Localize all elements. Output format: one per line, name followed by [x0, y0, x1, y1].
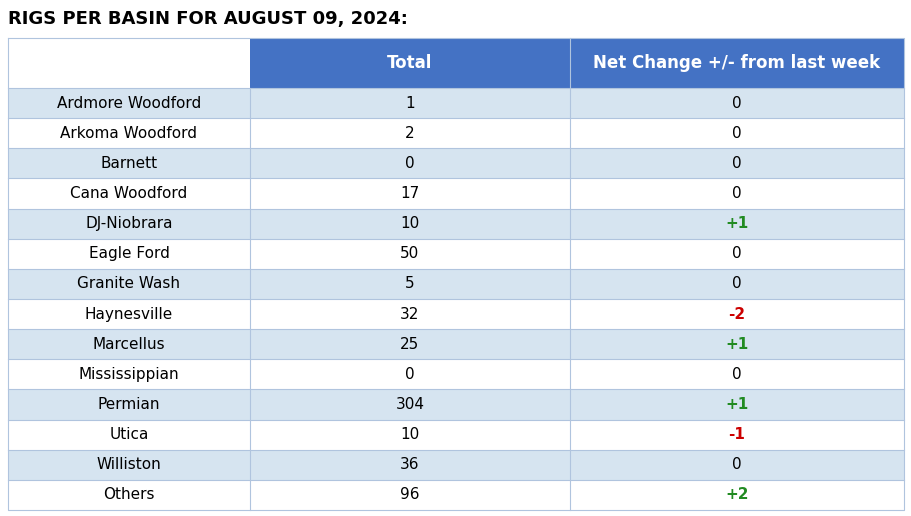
Text: 0: 0	[404, 367, 415, 382]
Bar	[8, 480, 903, 510]
Bar	[8, 118, 903, 148]
Bar	[8, 450, 903, 480]
Text: 0: 0	[732, 95, 741, 110]
Text: 0: 0	[732, 186, 741, 201]
Text: -2: -2	[728, 307, 745, 321]
Text: Marcellus: Marcellus	[93, 337, 165, 352]
Text: 36: 36	[400, 457, 419, 472]
Text: +1: +1	[724, 397, 748, 412]
Bar	[250, 38, 569, 88]
Text: RIGS PER BASIN FOR AUGUST 09, 2024:: RIGS PER BASIN FOR AUGUST 09, 2024:	[8, 10, 407, 28]
Bar	[8, 420, 903, 450]
Text: 0: 0	[732, 457, 741, 472]
Bar	[8, 239, 903, 269]
Bar	[8, 148, 903, 179]
Text: -1: -1	[728, 427, 744, 442]
Bar	[8, 269, 903, 299]
Text: Permian: Permian	[97, 397, 160, 412]
Text: Ardmore Woodford: Ardmore Woodford	[56, 95, 201, 110]
Text: Cana Woodford: Cana Woodford	[70, 186, 188, 201]
Bar	[569, 38, 903, 88]
Text: Arkoma Woodford: Arkoma Woodford	[60, 126, 198, 141]
Text: Total: Total	[387, 54, 432, 72]
Text: 0: 0	[404, 156, 415, 171]
Text: 50: 50	[400, 246, 419, 261]
Text: 32: 32	[400, 307, 419, 321]
Text: 0: 0	[732, 126, 741, 141]
Text: 0: 0	[732, 156, 741, 171]
Text: 304: 304	[395, 397, 424, 412]
Bar	[8, 208, 903, 239]
Bar	[8, 38, 250, 88]
Text: 2: 2	[404, 126, 415, 141]
Text: 5: 5	[404, 277, 415, 292]
Bar	[8, 359, 903, 390]
Text: Eagle Ford: Eagle Ford	[88, 246, 169, 261]
Text: Utica: Utica	[109, 427, 148, 442]
Bar	[8, 299, 903, 329]
Bar	[8, 88, 903, 118]
Text: +1: +1	[724, 216, 748, 231]
Bar	[8, 390, 903, 420]
Text: Barnett: Barnett	[100, 156, 158, 171]
Text: 17: 17	[400, 186, 419, 201]
Text: 0: 0	[732, 367, 741, 382]
Text: Net Change +/- from last week: Net Change +/- from last week	[593, 54, 880, 72]
Text: Others: Others	[103, 488, 155, 503]
Text: 10: 10	[400, 427, 419, 442]
Text: 0: 0	[732, 246, 741, 261]
Text: Mississippian: Mississippian	[78, 367, 179, 382]
Text: 96: 96	[400, 488, 419, 503]
Text: DJ-Niobrara: DJ-Niobrara	[85, 216, 172, 231]
Text: 10: 10	[400, 216, 419, 231]
Text: 1: 1	[404, 95, 415, 110]
Text: +1: +1	[724, 337, 748, 352]
Bar	[8, 179, 903, 208]
Text: 0: 0	[732, 277, 741, 292]
Text: 25: 25	[400, 337, 419, 352]
Text: +2: +2	[724, 488, 748, 503]
Text: Williston: Williston	[97, 457, 161, 472]
Text: Granite Wash: Granite Wash	[77, 277, 180, 292]
Text: Haynesville: Haynesville	[85, 307, 173, 321]
Bar	[8, 329, 903, 359]
